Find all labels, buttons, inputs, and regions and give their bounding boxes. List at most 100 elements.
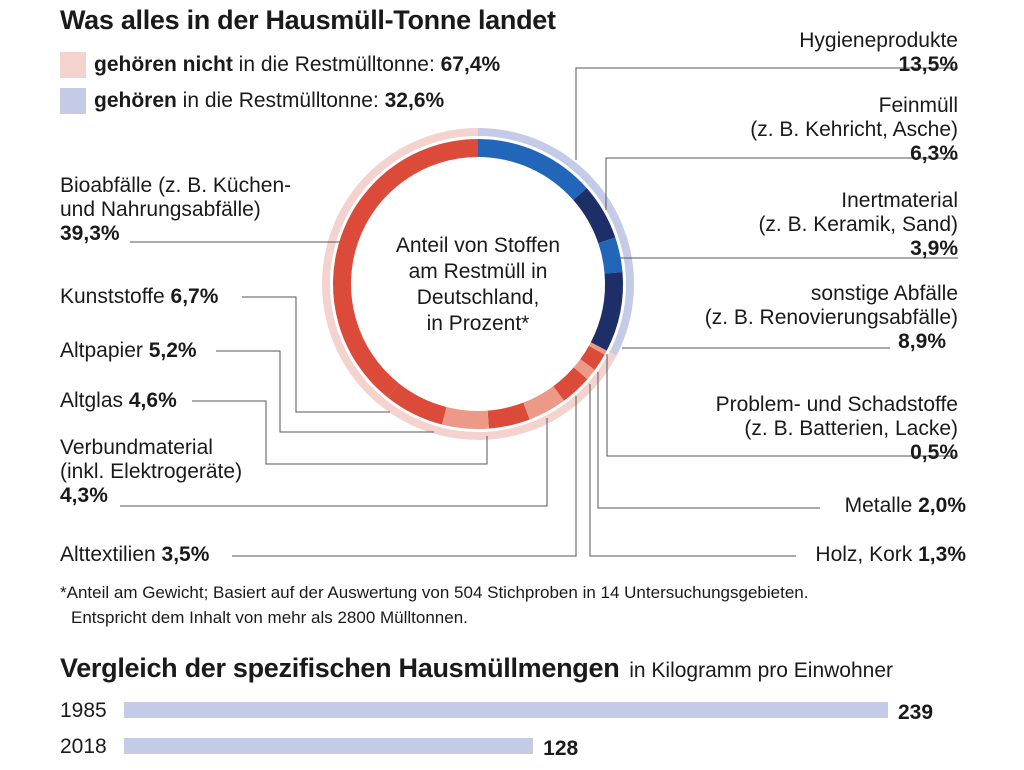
label-altpapier-value: 5,2% <box>148 339 197 362</box>
bar-2018 <box>124 738 534 754</box>
center-line-1: Anteil von Stoffen <box>395 234 561 257</box>
label-sonstige-name: sonstige Abfälle <box>810 282 958 305</box>
page-title: Was alles in der Hausmüll-Tonne landet <box>60 5 556 35</box>
label-holz-value: 1,3% <box>918 543 966 566</box>
slice-bioabfälle <box>333 139 478 398</box>
label-altpapier: Altpapier 5,2% <box>60 339 197 363</box>
legend-not-bold: gehören nicht <box>94 53 233 76</box>
label-altpapier-name: Altpapier <box>60 339 149 362</box>
label-alttextilien-value: 3,5% <box>161 543 210 566</box>
label-kunststoffe: Kunststoffe 6,7% <box>60 285 218 309</box>
leader-alttextilien <box>232 396 577 557</box>
label-problem-value: 0,5% <box>910 441 958 464</box>
label-holz-name: Holz, Kork <box>815 543 919 566</box>
label-verbund-line1: Verbundmaterial <box>60 436 213 459</box>
slice-holz-kork <box>573 359 595 380</box>
bar-chart-title: Vergleich der spezifischen Hausmüllmenge… <box>60 653 620 683</box>
slice-feinmüll <box>573 188 616 244</box>
label-problem-sub: (z. B. Batterien, Lacke) <box>744 417 958 440</box>
bar-category-2018: 2018 <box>60 735 107 758</box>
legend-not: gehören nicht in die Restmülltonne: 67,4… <box>94 53 500 77</box>
slice-kunststoffe <box>387 383 447 425</box>
label-inert-sub: (z. B. Keramik, Sand) <box>758 213 958 236</box>
bar-value-2018: 128 <box>543 737 579 760</box>
slice-sonstige-abfälle <box>590 272 623 351</box>
bar-1985 <box>124 702 888 718</box>
legend-yes-bold: gehören <box>94 89 177 112</box>
label-altglas-value: 4,6% <box>128 389 177 412</box>
legend-swatch-yes <box>60 88 86 114</box>
label-bio-value: 39,3% <box>60 222 120 245</box>
slice-alttextilien <box>553 367 588 401</box>
bar-chart-subtitle: in Kilogramm pro Einwohner <box>629 659 894 682</box>
footnote-line-1: *Anteil am Gewicht; Basiert auf der Ausw… <box>60 583 809 602</box>
slice-altpapier <box>441 407 489 429</box>
legend-not-text: in die Restmülltonne: <box>232 53 441 76</box>
label-hygiene-value: 13,5% <box>898 53 958 76</box>
label-sonstige-value: 8,9% <box>898 330 946 353</box>
legend-yes-text: in die Restmülltonne: <box>176 89 385 112</box>
leader-metalle <box>597 372 820 509</box>
label-metalle: Metalle 2,0% <box>845 494 966 518</box>
donut-center-label: Anteil von Stoffen am Restmüll in Deutsc… <box>360 233 596 337</box>
label-inert: Inertmaterial (z. B. Keramik, Sand) 3,9% <box>758 189 958 261</box>
label-altglas-name: Altglas <box>60 389 129 412</box>
label-feinmuell-sub: (z. B. Kehricht, Asche) <box>750 118 958 141</box>
label-hygiene: Hygieneprodukte 13,5% <box>799 29 958 77</box>
label-verbund-line2: (inkl. Elektrogeräte) <box>60 460 243 483</box>
label-verbund: Verbundmaterial (inkl. Elektrogeräte) 4,… <box>60 436 242 508</box>
label-holz: Holz, Kork 1,3% <box>815 543 966 567</box>
outer-slice-gehören-in-die-restmülltonne <box>478 128 635 356</box>
leader-kunststoffe <box>242 296 390 413</box>
label-sonstige-sub: (z. B. Renovierungsabfälle) <box>704 306 958 329</box>
label-inert-value: 3,9% <box>910 237 958 260</box>
label-feinmuell: Feinmüll (z. B. Kehricht, Asche) 6,3% <box>750 94 958 166</box>
leader-altglas <box>192 400 488 465</box>
label-sonstige: sonstige Abfälle (z. B. Renovierungsabfä… <box>705 282 958 354</box>
label-problem: Problem- und Schadstoffe (z. B. Batterie… <box>716 393 958 465</box>
label-kunststoffe-name: Kunststoffe <box>60 285 171 308</box>
slice-inertmaterial <box>598 237 623 274</box>
label-alttextilien-name: Alttextilien <box>60 543 162 566</box>
label-altglas: Altglas 4,6% <box>60 389 177 413</box>
footnote-line-2: Entspricht dem Inhalt von mehr als 2800 … <box>71 608 468 627</box>
label-bio: Bioabfälle (z. B. Küchen- und Nahrungsab… <box>60 174 291 246</box>
leader-holz <box>589 384 796 557</box>
label-metalle-name: Metalle <box>844 494 919 517</box>
inner-ring <box>333 139 623 429</box>
slice-altglas <box>487 402 530 429</box>
leader-lines <box>120 67 958 557</box>
label-bio-line2: und Nahrungsabfälle) <box>60 198 261 221</box>
outer-ring <box>322 128 635 440</box>
leader-problem <box>606 354 958 457</box>
label-bio-line1: Bioabfälle (z. B. Küchen- <box>60 174 292 197</box>
label-inert-name: Inertmaterial <box>841 189 958 212</box>
center-line-3: Deutschland, <box>416 286 540 309</box>
slice-problem-und-schadstoffe <box>588 342 607 355</box>
label-problem-name: Problem- und Schadstoffe <box>715 393 958 416</box>
slice-verbundmaterial <box>523 386 564 420</box>
legend-swatch-not <box>60 52 86 78</box>
center-line-2: am Restmüll in <box>408 260 548 283</box>
center-line-4: in Prozent* <box>426 312 530 335</box>
bar-chart-heading: Vergleich der spezifischen Hausmüllmenge… <box>60 652 893 684</box>
label-alttextilien: Alttextilien 3,5% <box>60 543 209 567</box>
leader-hygiene <box>575 67 958 160</box>
label-verbund-value: 4,3% <box>60 484 108 507</box>
label-hygiene-name: Hygieneprodukte <box>799 29 958 52</box>
label-feinmuell-value: 6,3% <box>910 142 958 165</box>
label-kunststoffe-value: 6,7% <box>170 285 219 308</box>
leader-verbund <box>120 418 548 507</box>
legend-yes-value: 32,6% <box>384 89 445 112</box>
leader-altpapier <box>216 350 434 433</box>
legend-yes: gehören in die Restmülltonne: 32,6% <box>94 89 444 113</box>
legend-not-value: 67,4% <box>440 53 501 76</box>
bar-category-1985: 1985 <box>60 699 107 722</box>
leader-feinmuell <box>605 157 958 210</box>
bar-value-1985: 239 <box>898 701 934 724</box>
slice-metalle <box>580 345 605 370</box>
label-feinmuell-name: Feinmüll <box>878 94 958 117</box>
label-metalle-value: 2,0% <box>918 494 966 517</box>
